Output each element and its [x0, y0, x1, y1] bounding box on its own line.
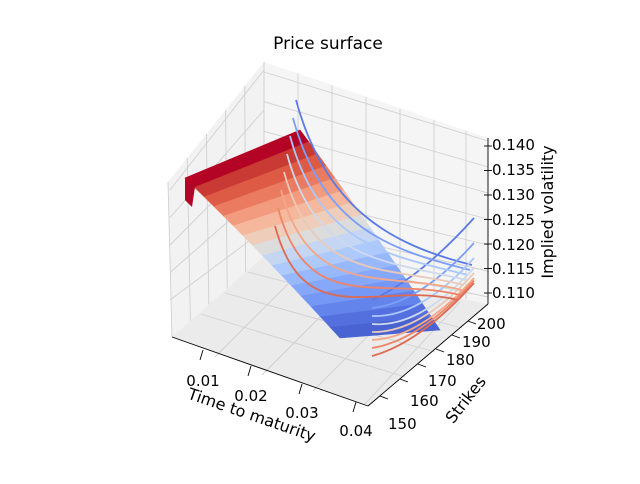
y-tick-label: 200: [477, 315, 506, 333]
z-tick-label: 0.130: [492, 186, 535, 204]
term-curve: [371, 267, 475, 326]
y-tick: [379, 395, 389, 400]
smile-curve: [289, 135, 469, 276]
left-z-grid-line: [169, 69, 265, 191]
y-tick-label: 180: [446, 351, 475, 369]
term-curve: [371, 282, 475, 357]
axis-lines: [171, 138, 492, 413]
z-tick-label: 0.115: [492, 260, 535, 278]
y-tick: [435, 348, 445, 353]
z-tick-label: 0.140: [492, 136, 535, 154]
x-tick: [352, 401, 357, 413]
chart-title: Price surface: [273, 34, 383, 54]
x-axis-line: [171, 336, 369, 407]
left-z-grid-line: [169, 229, 265, 301]
floor-grid-line: [364, 301, 461, 405]
z-tick-label: 0.110: [492, 284, 535, 302]
smile-curve: [283, 171, 465, 286]
left-grid-line: [205, 133, 210, 305]
x-tick-label: 0.03: [285, 404, 318, 422]
z-tick-label: 0.135: [492, 161, 535, 179]
smile-curve: [274, 225, 459, 301]
z-tick-label: 0.125: [492, 211, 535, 229]
floor-grid-line: [200, 313, 406, 378]
z-grid-line: [263, 101, 489, 168]
left-grid-line: [167, 181, 173, 338]
term-curve: [371, 277, 475, 341]
z-axis-label: Implied volatility: [538, 145, 557, 278]
term-curve: [371, 272, 475, 333]
x-tick: [298, 383, 303, 395]
x-tick: [247, 365, 252, 377]
floor-grid-line: [214, 271, 301, 358]
y-tick: [417, 363, 427, 368]
smile-curve: [286, 153, 467, 281]
x-ticks: 0.01 0.02 0.03 0.04: [186, 372, 372, 440]
x-tick: [199, 349, 204, 361]
z-grid-line: [263, 71, 489, 142]
y-tick: [399, 378, 409, 383]
smile-curve: [280, 189, 463, 291]
y-tick-label: 190: [462, 333, 491, 351]
term-curve: [371, 217, 475, 301]
smile-curve: [295, 99, 473, 266]
smile-curves: [274, 99, 475, 357]
y-tick: [467, 320, 477, 325]
z-tick-label: 0.120: [492, 236, 535, 254]
x-tick-label: 0.02: [234, 387, 267, 405]
y-ticks: 150 160 170 180 190 200: [388, 315, 506, 433]
y-tick-label: 150: [388, 415, 417, 433]
smile-curve: [277, 207, 461, 296]
y-tick-label: 170: [428, 372, 457, 390]
term-curve: [371, 257, 475, 317]
y-tick: [451, 334, 461, 339]
smile-curve: [292, 117, 471, 271]
term-curve: [371, 279, 475, 349]
z-ticks: 0.110 0.115 0.120 0.125 0.130 0.135 0.14…: [492, 136, 535, 302]
x-tick-label: 0.01: [186, 372, 219, 390]
surface-edge: [185, 178, 196, 207]
y-tick-label: 160: [410, 392, 439, 410]
x-tick-label: 0.04: [339, 422, 372, 440]
